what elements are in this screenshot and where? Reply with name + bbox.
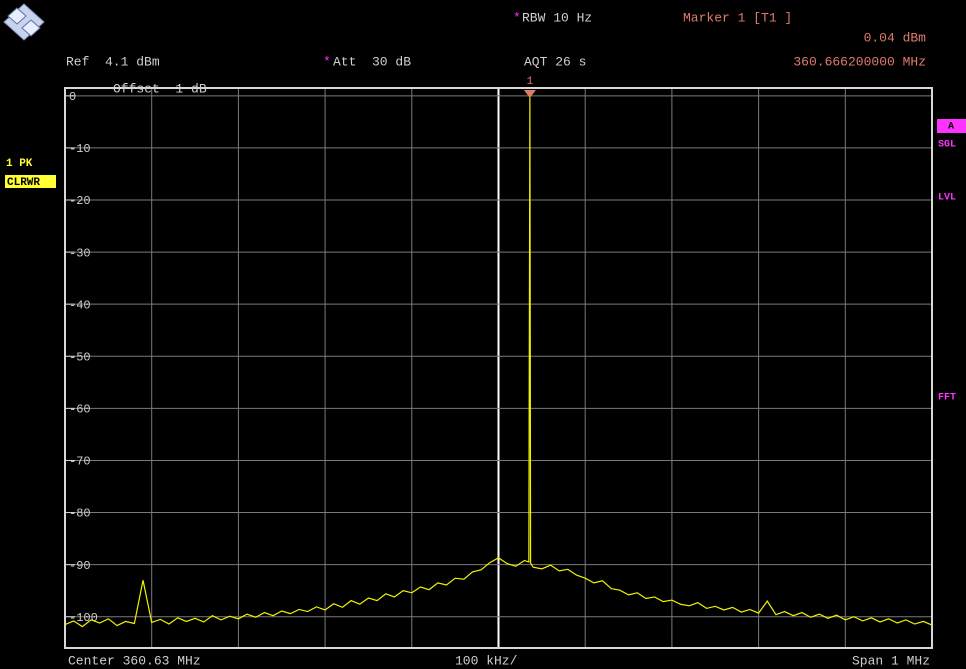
side-flag: SGL: [938, 140, 956, 151]
division: 100 kHz/: [455, 653, 518, 668]
rbw-flag: *: [513, 10, 521, 25]
logo: [3, 3, 45, 41]
marker-title: Marker 1 [T1 ]: [683, 10, 792, 25]
y-tick-label: -30: [69, 246, 91, 260]
ref-level: Ref 4.1 dBm: [66, 54, 160, 69]
plot-border: [64, 87, 933, 649]
offset: Offset 1 dB: [113, 81, 207, 96]
y-tick-label: -20: [69, 194, 91, 208]
side-flag-box: [937, 119, 966, 133]
marker-frequency: 360.666200000 MHz: [793, 54, 926, 69]
trace-mode: CLRWR: [7, 177, 40, 189]
y-tick-label: -70: [69, 455, 91, 469]
rbw: RBW 10 Hz: [522, 10, 592, 25]
trace-mode-box: [5, 175, 56, 188]
span: Span 1 MHz: [852, 653, 930, 668]
att-flag: *: [323, 54, 331, 69]
side-flag: LVL: [938, 193, 956, 204]
marker: [523, 90, 536, 98]
y-tick-label: -50: [69, 350, 91, 364]
attenuation: Att 30 dB: [333, 54, 411, 69]
marker-label: 1: [527, 76, 534, 88]
y-tick-label: -80: [69, 507, 91, 521]
marker-level: 0.04 dBm: [864, 30, 927, 45]
y-tick-label: -60: [69, 403, 91, 417]
acquisition-time: AQT 26 s: [524, 54, 586, 69]
plot-area: 0 -10 -20 -30 -40 -50 -60 -70 -80 -90 -100 1: [64, 76, 933, 649]
side-flag: A: [948, 122, 954, 133]
center-frequency: Center 360.63 MHz: [68, 653, 201, 668]
trace: [64, 95, 933, 628]
side-flag: FFT: [938, 393, 956, 404]
y-tick-label: -10: [69, 142, 91, 156]
y-tick-label: -90: [69, 559, 91, 573]
y-tick-label: -100: [69, 611, 98, 625]
y-tick-label: 0: [69, 90, 76, 104]
y-tick-label: -40: [69, 298, 91, 312]
trace-detector: 1 PK: [6, 158, 33, 170]
